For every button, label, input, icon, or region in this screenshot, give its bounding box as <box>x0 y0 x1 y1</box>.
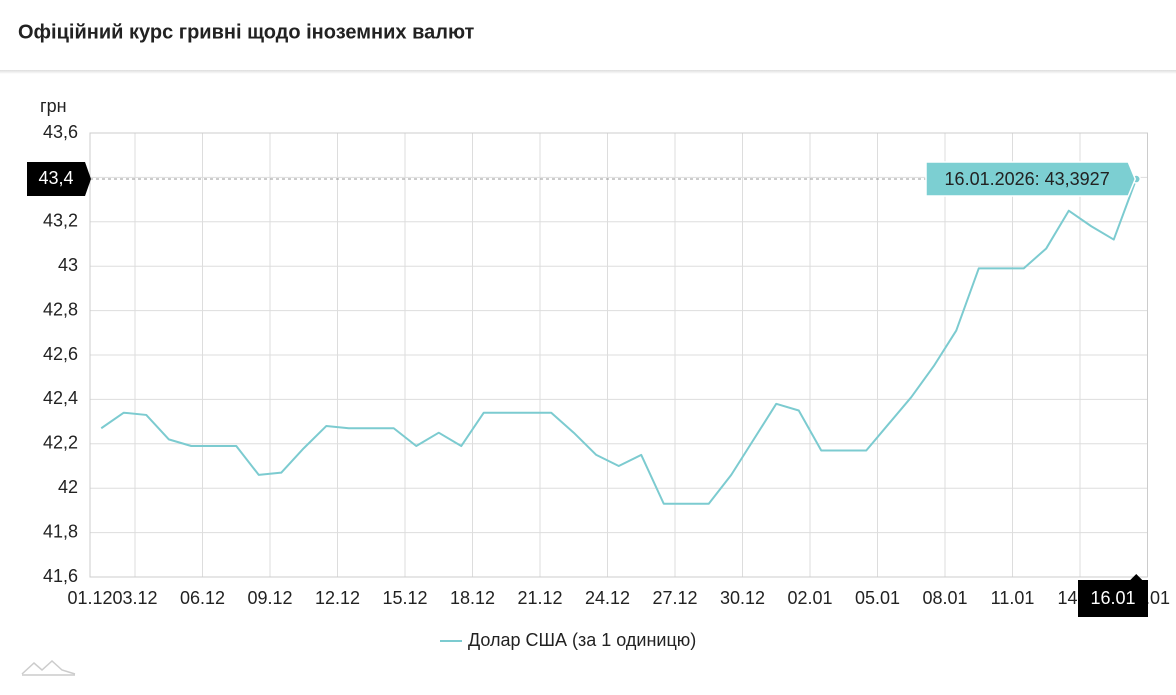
y-tick-label: 42 <box>58 477 78 497</box>
y-tick-label: 43,6 <box>43 122 78 142</box>
x-tick-label: 21.12 <box>517 588 562 608</box>
x-tick-label: 27.12 <box>652 588 697 608</box>
chart-title: Офіційний курс гривні щодо іноземних вал… <box>18 21 475 43</box>
y-axis-label: грн <box>40 96 67 116</box>
x-tick-label: 15.12 <box>382 588 427 608</box>
x-tick-label: 08.01 <box>922 588 967 608</box>
x-tick-label: 01.12 <box>67 588 112 608</box>
x-tick-label: 24.12 <box>585 588 630 608</box>
y-tick-label: 41,8 <box>43 521 78 541</box>
logo <box>21 659 76 676</box>
y-crosshair-label: 43,4 <box>38 168 73 188</box>
y-tick-label: 42,2 <box>43 433 78 453</box>
header-divider <box>0 70 1176 74</box>
x-tick-label: 02.01 <box>787 588 832 608</box>
y-tick-label: 41,6 <box>43 566 78 586</box>
data-line <box>100 178 1138 505</box>
x-tick-label: 30.12 <box>720 588 765 608</box>
y-tick-label: 43 <box>58 255 78 275</box>
y-tick-label: 42,6 <box>43 344 78 364</box>
y-tick-label: 42,8 <box>43 299 78 319</box>
tooltip-box <box>925 161 1137 197</box>
x-tick-label: 12.12 <box>315 588 360 608</box>
plot-frame <box>89 132 1148 578</box>
tooltip-text: 16.01.2026: 43,3927 <box>945 169 1110 189</box>
legend-label: Долар США (за 1 одиницю) <box>468 630 696 650</box>
x-tick-label: 05.01 <box>855 588 900 608</box>
x-tick-label: 18.12 <box>450 588 495 608</box>
x-tick-label: 09.12 <box>247 588 292 608</box>
x-tick-label: 11.01 <box>991 588 1035 608</box>
y-crosshair-box <box>27 162 91 197</box>
x-tick-label: 06.12 <box>180 588 225 608</box>
x-crosshair-label: 16.01 <box>1090 588 1135 608</box>
x-tick-label: 03.12 <box>112 588 157 608</box>
y-tick-label: 42,4 <box>43 388 78 408</box>
x-crosshair-box <box>1078 574 1148 617</box>
y-tick-label: 43,2 <box>43 211 78 231</box>
